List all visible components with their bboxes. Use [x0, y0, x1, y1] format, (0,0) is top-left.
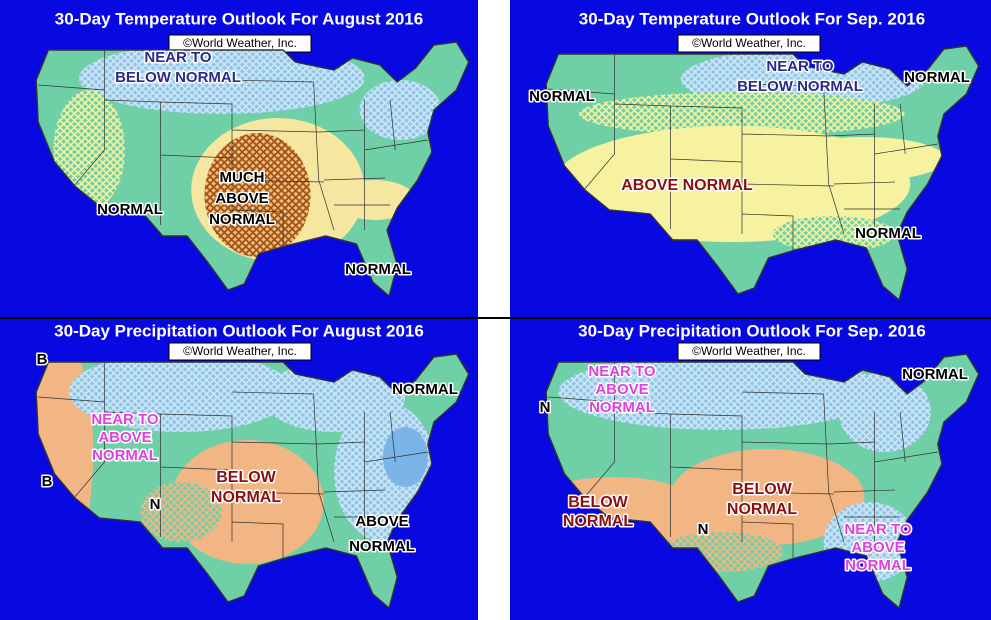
map-label: BELOW [568, 494, 628, 511]
map-label: NORMAL [209, 211, 275, 228]
credit-box [677, 342, 821, 361]
map-label: NORMAL [902, 366, 968, 383]
map-label: NORMAL [529, 88, 595, 105]
map-label: BELOW [216, 469, 276, 486]
credit: ©World Weather, Inc. [692, 344, 806, 358]
map-label: B [42, 473, 53, 490]
map-label: NEAR TO [766, 58, 834, 75]
map-label: ABOVE [595, 381, 648, 398]
credit: ©World Weather, Inc. [183, 36, 297, 50]
map-label: NORMAL [727, 501, 797, 518]
map-label: ABOVE [98, 429, 151, 446]
panel: 30-Day Temperature Outlook For August 20… [35, 9, 470, 297]
panel-title: 30-Day Precipitation Outlook For Sep. 20… [578, 321, 926, 340]
panel-title: 30-Day Temperature Outlook For Sep. 2016 [579, 9, 925, 28]
map-label: NORMAL [392, 381, 458, 398]
panel-title: 30-Day Temperature Outlook For August 20… [55, 9, 423, 28]
map-label: ABOVE [215, 190, 268, 207]
panel: 30-Day Temperature Outlook For Sep. 2016… [528, 9, 980, 301]
map-label: BELOW [732, 481, 792, 498]
map-label: NORMAL [211, 489, 281, 506]
map-label: ABOVE NORMAL [621, 177, 753, 194]
map-label: NORMAL [563, 513, 633, 530]
map-label: NEAR TO [588, 363, 656, 380]
map-label: N [150, 496, 161, 513]
map-label: BELOW NORMAL [737, 78, 863, 95]
map-label: NORMAL [349, 538, 415, 555]
map-label: ABOVE [851, 539, 904, 556]
panel: 30-Day Precipitation Outlook For Sep. 20… [538, 321, 980, 609]
map-label: NORMAL [345, 261, 411, 278]
map-label: NEAR TO [91, 411, 159, 428]
credit: ©World Weather, Inc. [183, 344, 297, 358]
divider [478, 0, 510, 620]
map-label: NORMAL [92, 447, 158, 464]
map-label: B [37, 351, 48, 368]
map-label: N [698, 521, 709, 538]
map-label: NORMAL [97, 201, 163, 218]
credit: ©World Weather, Inc. [692, 36, 806, 50]
map-label: NORMAL [904, 69, 970, 86]
map-label: NEAR TO [844, 521, 912, 538]
credit-box [677, 34, 821, 53]
map-label: BELOW NORMAL [115, 69, 241, 86]
credit-box [168, 342, 312, 361]
map-label: NEAR TO [144, 49, 212, 66]
map-label: MUCH [220, 169, 265, 186]
map-label: NORMAL [845, 557, 911, 574]
map-label: NORMAL [589, 399, 655, 416]
map-label: ABOVE [355, 513, 408, 530]
map-label: NORMAL [855, 225, 921, 242]
map-label: N [540, 399, 551, 416]
panel-title: 30-Day Precipitation Outlook For August … [54, 321, 424, 340]
